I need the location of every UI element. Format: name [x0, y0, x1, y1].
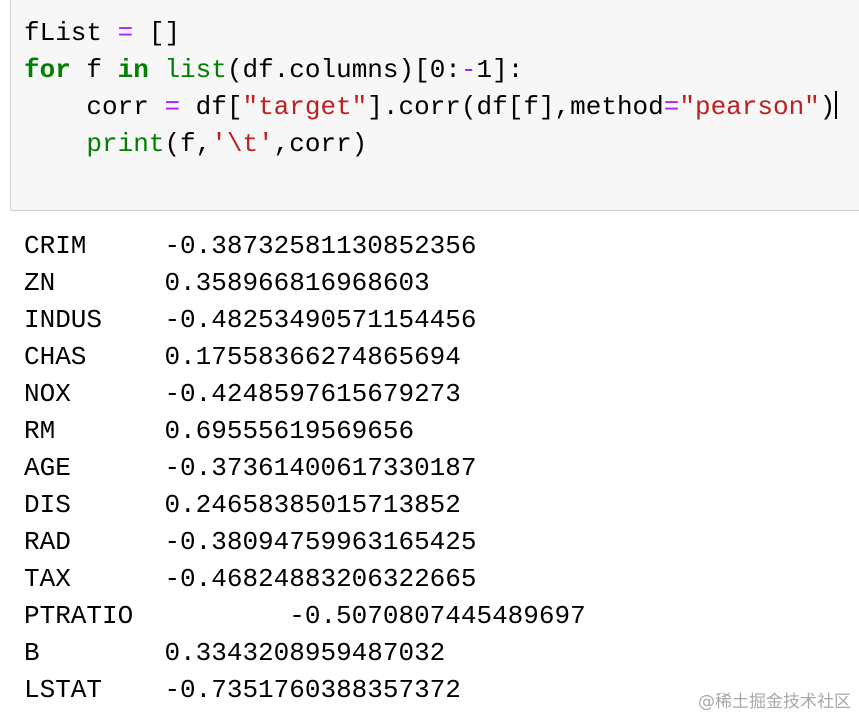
feature-name: NOX	[24, 379, 71, 409]
code-token: fList	[24, 18, 118, 48]
correlation-value: 0.24658385015713852	[164, 490, 461, 520]
watermark: @稀土掘金技术社区	[698, 692, 851, 712]
code-token	[149, 55, 165, 85]
code-token: list	[164, 55, 227, 85]
output-line: LSTAT -0.7351760388357372	[24, 672, 586, 709]
output-line: RM 0.69555619569656	[24, 413, 586, 450]
code-token: corr	[24, 92, 165, 122]
code-token: '\t'	[211, 129, 274, 159]
code-token: f	[70, 55, 118, 85]
feature-name: AGE	[24, 453, 71, 483]
feature-name: TAX	[24, 564, 71, 594]
code-token: =	[164, 92, 181, 122]
correlation-value: 0.69555619569656	[164, 416, 415, 446]
correlation-value: 0.3343208959487032	[164, 638, 446, 668]
code-token: "target"	[242, 92, 368, 122]
code-token: -	[460, 55, 477, 85]
code-token: []	[133, 18, 181, 48]
correlation-value: -0.46824883206322665	[164, 564, 477, 594]
feature-name: RAD	[24, 527, 71, 557]
code-token: in	[117, 55, 149, 85]
correlation-value: 0.17558366274865694	[164, 342, 461, 372]
output-line: RAD -0.38094759963165425	[24, 524, 586, 561]
correlation-value: -0.7351760388357372	[164, 675, 461, 705]
feature-name: INDUS	[24, 305, 103, 335]
code-line: for f in list(df.columns)[0:-1]:	[24, 52, 837, 89]
code-token: df[	[180, 92, 243, 122]
code-token: for	[24, 55, 71, 85]
feature-name: PTRATIO	[24, 601, 134, 631]
output-line: CHAS 0.17558366274865694	[24, 339, 586, 376]
output-line: NOX -0.4248597615679273	[24, 376, 586, 413]
output-line: AGE -0.37361400617330187	[24, 450, 586, 487]
code-token: 1]:	[476, 55, 524, 85]
correlation-value: -0.48253490571154456	[164, 305, 477, 335]
feature-name: DIS	[24, 490, 71, 520]
code-token	[24, 129, 86, 159]
output-line: DIS 0.24658385015713852	[24, 487, 586, 524]
code-token: =	[663, 92, 680, 122]
output-line: PTRATIO -0.5070807445489697	[24, 598, 586, 635]
code-token: (df.columns)[0:	[226, 55, 461, 85]
code-token: )	[819, 92, 836, 122]
code-editor[interactable]: fList = [] for f in list(df.columns)[0:-1…	[24, 15, 838, 163]
correlation-value: 0.358966816968603	[164, 268, 430, 298]
code-token: "pearson"	[679, 92, 820, 122]
code-token: print	[86, 129, 165, 159]
feature-name: LSTAT	[24, 675, 103, 705]
correlation-value: -0.4248597615679273	[164, 379, 461, 409]
output-line: CRIM -0.38732581130852356	[24, 228, 586, 265]
feature-name: CRIM	[24, 231, 87, 261]
code-token: ].corr(df[f],method	[367, 92, 664, 122]
code-token: (f,	[164, 129, 212, 159]
correlation-value: -0.5070807445489697	[289, 601, 586, 631]
output-line: ZN 0.358966816968603	[24, 265, 586, 302]
output-line: INDUS -0.48253490571154456	[24, 302, 586, 339]
feature-name: RM	[24, 416, 56, 446]
code-line: print(f,'\t',corr)	[24, 126, 837, 163]
code-line: fList = []	[24, 15, 837, 52]
correlation-value: -0.38732581130852356	[164, 231, 477, 261]
cell-output: CRIM -0.38732581130852356 ZN 0.3589668169…	[24, 228, 586, 709]
text-cursor	[835, 91, 838, 119]
feature-name: B	[24, 638, 40, 668]
output-line: B 0.3343208959487032	[24, 635, 586, 672]
correlation-value: -0.38094759963165425	[164, 527, 477, 557]
correlation-value: -0.37361400617330187	[164, 453, 477, 483]
output-line: TAX -0.46824883206322665	[24, 561, 586, 598]
code-line: corr = df["target"].corr(df[f],method="p…	[24, 89, 838, 126]
code-token: ,corr)	[273, 129, 368, 159]
feature-name: CHAS	[24, 342, 87, 372]
code-cell[interactable]: fList = [] for f in list(df.columns)[0:-1…	[10, 0, 859, 211]
feature-name: ZN	[24, 268, 56, 298]
code-token: =	[117, 18, 134, 48]
